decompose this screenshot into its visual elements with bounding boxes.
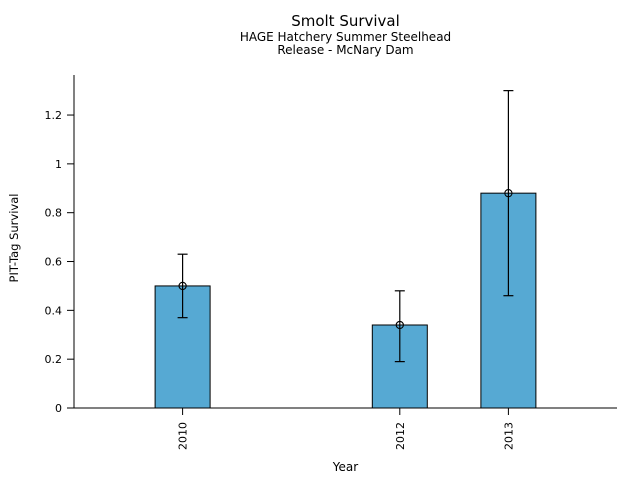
y-tick-label: 0 — [55, 402, 62, 415]
y-tick-label: 1 — [55, 158, 62, 171]
y-tick-label: 1.2 — [45, 109, 63, 122]
bar — [154, 285, 211, 409]
point-marker — [504, 189, 513, 198]
x-tick-label: 2013 — [502, 422, 515, 450]
x-tick-label: 2010 — [177, 422, 190, 450]
chart-title: Smolt Survival — [291, 12, 400, 30]
chart-subtitle-line2: Release - McNary Dam — [277, 43, 414, 57]
y-tick-label: 0.2 — [45, 353, 63, 366]
y-tick-label: 0.8 — [45, 207, 63, 220]
x-tick-label: 2012 — [394, 422, 407, 450]
x-axis-title: Year — [332, 460, 359, 474]
y-tick-label: 0.4 — [45, 304, 63, 317]
point-marker — [178, 281, 187, 291]
y-tick-label: 0.6 — [45, 256, 63, 269]
point-marker — [395, 320, 404, 330]
chart-subtitle-line1: HAGE Hatchery Summer Steelhead — [239, 30, 452, 44]
